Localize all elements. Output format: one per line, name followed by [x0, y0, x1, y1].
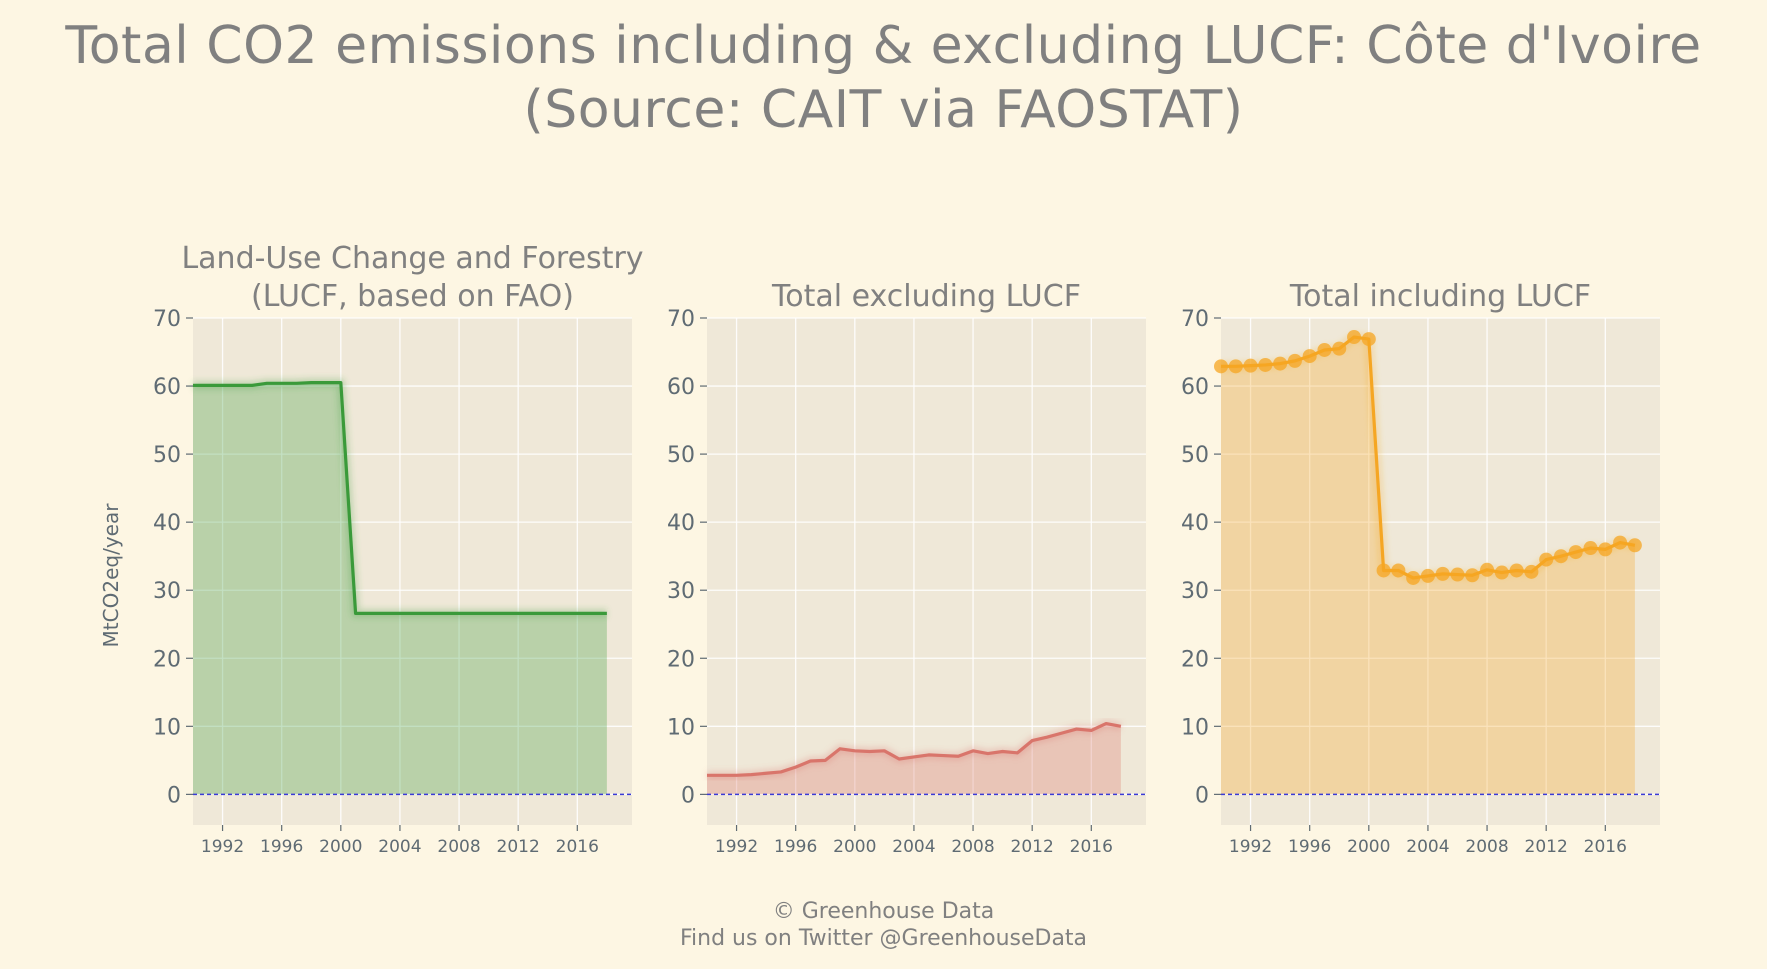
series-line — [193, 381, 607, 615]
data-point — [1583, 541, 1598, 556]
footer-copyright: © Greenhouse Data — [772, 899, 995, 924]
y-tick-label: 0 — [681, 783, 695, 808]
x-tick-label: 1992 — [201, 837, 244, 857]
y-tick-label: 70 — [153, 307, 181, 332]
chart-panel-2: 0 10 20 30 40 50 60 70 1992 1996 2000 2004 2008 2012 2… — [667, 279, 1146, 857]
y-tick-label: 50 — [1181, 443, 1209, 468]
chart-panel-3: 0 10 20 30 40 50 60 70 1992 1996 2000 2004 2008 2012 2… — [1181, 279, 1660, 857]
data-point — [1627, 538, 1642, 553]
data-point — [1273, 356, 1288, 371]
x-tick-label: 2004 — [1406, 837, 1449, 857]
y-tick-label: 60 — [153, 375, 181, 400]
x-tick-label: 2000 — [319, 837, 362, 857]
data-point — [1613, 535, 1628, 550]
data-point — [1347, 330, 1362, 345]
y-tick-label: 20 — [153, 647, 181, 672]
y-tick-label: 10 — [667, 715, 695, 740]
data-point — [1214, 359, 1228, 374]
data-point — [1435, 566, 1450, 581]
y-tick-label: 40 — [667, 511, 695, 536]
y-tick-label: 40 — [1181, 511, 1209, 536]
y-tick-label: 60 — [1181, 375, 1209, 400]
y-tick-label: 60 — [667, 375, 695, 400]
footer: © Greenhouse Data Find us on Twitter @Gr… — [0, 898, 1767, 952]
x-tick-label: 2012 — [1011, 837, 1054, 857]
x-tick-label: 1996 — [774, 837, 817, 857]
y-tick-label: 0 — [167, 783, 181, 808]
x-tick-label: 2008 — [437, 837, 480, 857]
plot-area — [193, 318, 632, 825]
data-point — [1465, 568, 1480, 583]
data-point — [1509, 563, 1524, 578]
x-tick-label: 2012 — [497, 837, 540, 857]
y-tick-label: 10 — [1181, 715, 1209, 740]
y-axis-label: MtCO2eq/year — [99, 503, 123, 648]
y-tick-label: 10 — [153, 715, 181, 740]
data-point — [1480, 562, 1495, 577]
data-point — [1258, 357, 1273, 372]
x-tick-label: 2016 — [1584, 837, 1627, 857]
panel-title: Total excluding LUCF — [771, 279, 1081, 314]
data-point — [1406, 570, 1421, 585]
y-tick-label: 30 — [667, 579, 695, 604]
x-tick-label: 1996 — [1288, 837, 1331, 857]
x-tick-label: 2008 — [951, 837, 994, 857]
x-tick-label: 2000 — [1347, 837, 1390, 857]
y-tick-label: 40 — [153, 511, 181, 536]
footer-twitter: Find us on Twitter @GreenhouseData — [679, 926, 1088, 951]
x-tick-label: 2016 — [556, 837, 599, 857]
x-tick-label: 2000 — [833, 837, 876, 857]
chart-title-line-1: Total CO2 emissions including & excludin… — [65, 16, 1702, 76]
x-tick-label: 2016 — [1070, 837, 1113, 857]
x-tick-label: 1996 — [260, 837, 303, 857]
data-point — [1332, 341, 1347, 356]
data-point — [1553, 549, 1568, 564]
data-point — [1568, 545, 1583, 560]
series-area — [1221, 337, 1635, 795]
data-point — [1450, 567, 1465, 582]
y-tick-label: 30 — [1181, 579, 1209, 604]
y-tick-label: 50 — [667, 443, 695, 468]
data-point — [1302, 349, 1317, 364]
data-point — [1524, 564, 1539, 579]
data-point — [1243, 358, 1258, 373]
data-point — [1420, 568, 1435, 583]
y-tick-label: 30 — [153, 579, 181, 604]
plot-area — [707, 318, 1146, 825]
data-point — [1494, 565, 1509, 580]
data-point — [1391, 563, 1406, 578]
chart-title: Total CO2 emissions including & excludin… — [0, 14, 1767, 142]
data-point — [1539, 552, 1554, 567]
y-tick-label: 0 — [1195, 783, 1209, 808]
data-point — [1376, 563, 1391, 578]
y-tick-label: 50 — [153, 443, 181, 468]
panel-title: Total including LUCF — [1289, 279, 1591, 314]
x-tick-label: 2012 — [1525, 837, 1568, 857]
panel-title: (LUCF, based on FAO) — [251, 279, 574, 314]
x-tick-label: 2008 — [1465, 837, 1508, 857]
data-point — [1598, 542, 1613, 557]
y-tick-label: 70 — [1181, 307, 1209, 332]
data-point — [1317, 342, 1332, 357]
data-point — [1361, 332, 1376, 347]
y-tick-label: 70 — [667, 307, 695, 332]
y-tick-label: 20 — [1181, 647, 1209, 672]
x-tick-label: 1992 — [1229, 837, 1272, 857]
data-point — [1287, 353, 1302, 368]
y-tick-label: 20 — [667, 647, 695, 672]
panel-title: Land-Use Change and Forestry — [181, 241, 643, 276]
x-tick-label: 2004 — [892, 837, 935, 857]
data-point — [1228, 359, 1243, 374]
series-area — [193, 382, 607, 795]
x-tick-label: 1992 — [715, 837, 758, 857]
series-line — [707, 722, 1122, 777]
x-tick-label: 2004 — [378, 837, 421, 857]
chart-panel-1: 0 10 20 30 40 50 60 70 1992 1996 2000 2004 2008 2012 2… — [99, 241, 644, 857]
chart-title-line-2: (Source: CAIT via FAOSTAT) — [523, 80, 1244, 140]
